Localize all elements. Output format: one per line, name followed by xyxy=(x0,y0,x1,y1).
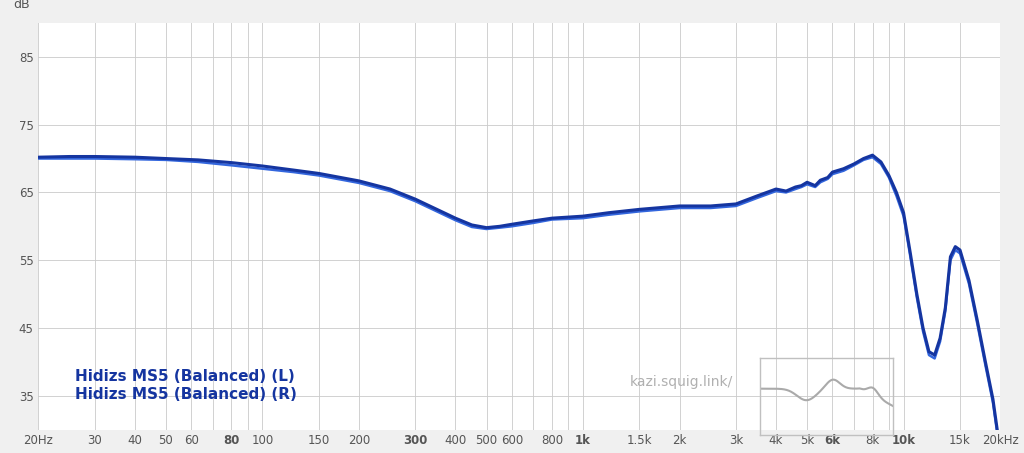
Hidizs MS5 (Balanced) (L) xyxy=(866,153,879,158)
Hidizs MS5 (Balanced) (R) xyxy=(994,451,1007,453)
Hidizs MS5 (Balanced) (R) xyxy=(897,213,909,219)
Line: Hidizs MS5 (Balanced) (L): Hidizs MS5 (Balanced) (L) xyxy=(38,155,1000,450)
Line: Hidizs MS5 (Balanced) (R): Hidizs MS5 (Balanced) (R) xyxy=(38,157,1000,453)
Hidizs MS5 (Balanced) (R) xyxy=(480,226,493,232)
Hidizs MS5 (Balanced) (L) xyxy=(225,160,238,165)
Hidizs MS5 (Balanced) (L) xyxy=(994,447,1007,453)
Text: kazi.squig.link/: kazi.squig.link/ xyxy=(630,375,733,389)
Hidizs MS5 (Balanced) (R) xyxy=(312,173,325,178)
Hidizs MS5 (Balanced) (R) xyxy=(32,156,44,161)
Hidizs MS5 (Balanced) (R) xyxy=(89,156,101,161)
Hidizs MS5 (Balanced) (L) xyxy=(89,154,101,159)
Hidizs MS5 (Balanced) (L) xyxy=(897,210,909,216)
Hidizs MS5 (Balanced) (L) xyxy=(32,154,44,160)
Hidizs MS5 (Balanced) (L) xyxy=(480,225,493,231)
Hidizs MS5 (Balanced) (R) xyxy=(225,163,238,168)
Hidizs MS5 (Balanced) (R) xyxy=(796,184,808,190)
Y-axis label: dB: dB xyxy=(12,0,30,11)
Hidizs MS5 (Balanced) (R) xyxy=(866,154,879,160)
Legend: Hidizs MS5 (Balanced) (L), Hidizs MS5 (Balanced) (R): Hidizs MS5 (Balanced) (L), Hidizs MS5 (B… xyxy=(75,369,297,402)
Hidizs MS5 (Balanced) (L) xyxy=(312,171,325,176)
Hidizs MS5 (Balanced) (L) xyxy=(796,183,808,188)
